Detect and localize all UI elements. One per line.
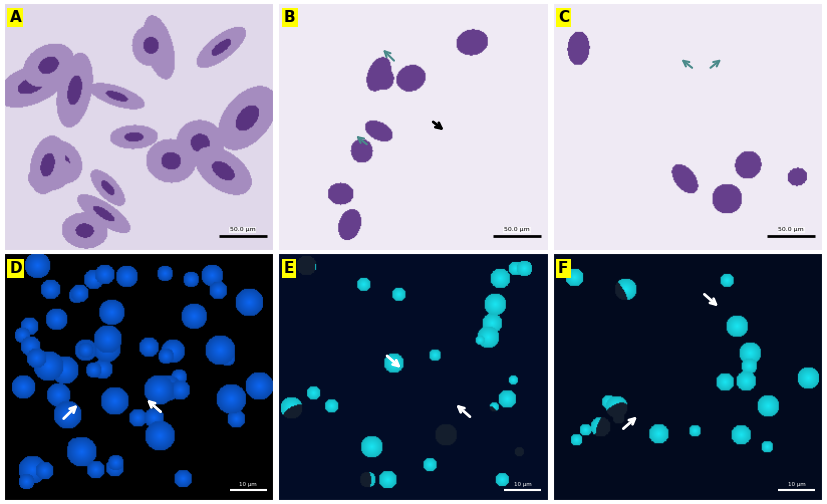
Text: 50.0 µm: 50.0 µm [230,227,256,232]
Text: 10 µm: 10 µm [239,482,257,487]
Text: 10 µm: 10 µm [514,482,532,487]
Text: F: F [558,261,568,276]
Text: E: E [284,261,294,276]
Text: 50.0 µm: 50.0 µm [778,227,804,232]
Text: C: C [558,10,569,25]
Text: A: A [10,10,22,25]
Text: 10 µm: 10 µm [788,482,805,487]
Text: D: D [10,261,22,276]
Text: 50.0 µm: 50.0 µm [504,227,530,232]
Text: B: B [284,10,295,25]
